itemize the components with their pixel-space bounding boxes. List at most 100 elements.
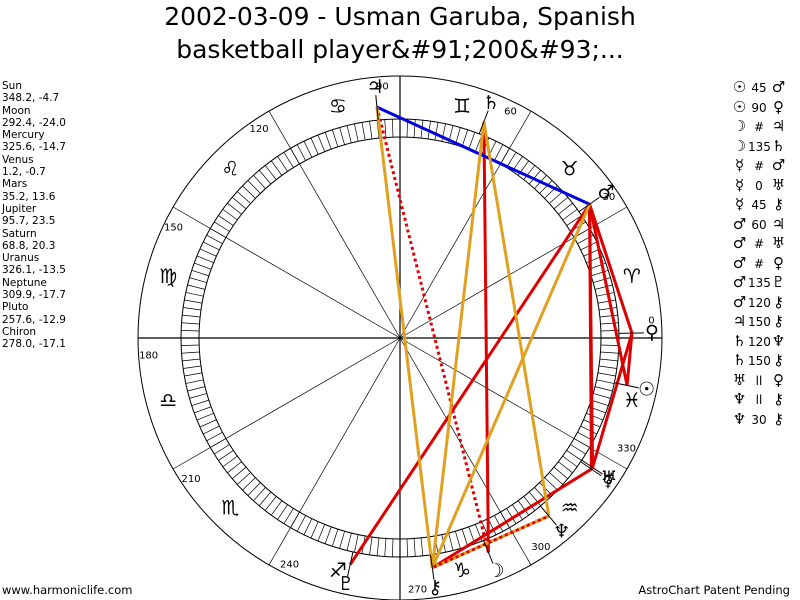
aspect-planet-glyph: ♆ xyxy=(771,331,786,350)
aspect-planet-glyph: ☿ xyxy=(734,195,745,213)
planet-coords: 95.7, 23.5 xyxy=(2,215,56,228)
planet-glyph-sun: ☉ xyxy=(638,379,655,401)
degree-label: 300 xyxy=(531,542,550,553)
degree-tick xyxy=(185,292,204,297)
degree-label: 0 xyxy=(648,315,654,326)
planet-marker xyxy=(482,540,494,564)
aspect-planet-glyph: ☽ xyxy=(732,117,747,135)
degree-tick xyxy=(187,284,206,290)
aspect-symbol: 150 xyxy=(748,354,771,368)
degree-tick xyxy=(468,132,476,150)
degree-tick xyxy=(354,123,359,142)
aspect-planet-glyph: ⚷ xyxy=(773,351,784,369)
aspect-planet-glyph: ♆ xyxy=(732,390,747,408)
aspect-line xyxy=(430,121,486,568)
aspect-planet-glyph: ♅ xyxy=(771,234,786,252)
degree-tick xyxy=(494,515,504,532)
degree-tick xyxy=(528,491,542,506)
aspect-planet-glyph: ♃ xyxy=(771,117,786,135)
aspect-line xyxy=(431,467,593,570)
chart-title-line1: 2002-03-09 - Usman Garuba, Spanish xyxy=(164,2,636,31)
planet-marker xyxy=(540,505,557,526)
aspect-planet-glyph: ♅ xyxy=(732,370,747,389)
degree-tick xyxy=(310,137,319,155)
aspect-row: ♂ # ♅ xyxy=(731,234,787,254)
sign-glyph-gemini: ♊ xyxy=(453,94,471,118)
degree-tick xyxy=(277,504,288,520)
sign-glyph-leo: ♌ xyxy=(221,156,239,180)
aspect-planet-glyph: ☿ xyxy=(734,156,745,174)
aspect-planet-glyph: ☽ xyxy=(732,136,747,155)
planet-name: Sun xyxy=(2,80,22,92)
degree-tick xyxy=(270,160,283,176)
aspect-line xyxy=(430,203,591,569)
aspect-symbol: # xyxy=(753,159,765,173)
degree-tick xyxy=(206,234,223,244)
planet-glyph-mars: ♂ xyxy=(597,182,614,204)
degree-tick xyxy=(594,284,613,290)
sign-glyph-capricorn: ♑ xyxy=(453,558,471,582)
aspect-planet-glyph: ♇ xyxy=(771,273,786,291)
degree-tick xyxy=(303,141,313,158)
aspect-planet-glyph: ♀ xyxy=(773,370,784,389)
planet-name: Moon xyxy=(2,104,31,117)
sign-glyph-cancer: ♋ xyxy=(329,94,347,118)
planet-name: Mars xyxy=(2,178,28,191)
degree-tick xyxy=(413,119,416,138)
degree-tick xyxy=(420,537,424,556)
degree-tick xyxy=(182,314,201,318)
aspect-planet-glyph: ♄ xyxy=(771,136,786,155)
aspect-row: ☉ 45 ♂ xyxy=(731,78,787,98)
degree-tick xyxy=(187,386,206,392)
degree-label: 210 xyxy=(182,474,201,485)
aspect-row: ☿ 0 ♅ xyxy=(731,176,787,196)
degree-tick xyxy=(283,152,294,168)
aspect-symbol: 150 xyxy=(748,315,771,329)
planet-marker xyxy=(347,551,354,577)
degree-tick xyxy=(586,412,604,421)
degree-tick xyxy=(196,255,214,264)
house-spoke xyxy=(399,337,532,566)
degree-label: 90 xyxy=(376,82,389,93)
degree-tick xyxy=(599,314,618,318)
degree-tick xyxy=(339,127,345,145)
aspect-row: ♆ ll ⚷ xyxy=(731,390,787,410)
aspect-planet-glyph: ♀ xyxy=(773,97,784,116)
degree-tick xyxy=(218,450,234,461)
planet-name: Pluto xyxy=(2,301,29,314)
degree-tick xyxy=(253,487,266,501)
degree-tick xyxy=(461,529,469,547)
planet-coords: 68.8, 20.3 xyxy=(2,239,56,252)
degree-label: 120 xyxy=(250,124,269,135)
degree-tick xyxy=(206,432,223,442)
degree-tick xyxy=(247,482,261,496)
degree-tick xyxy=(199,419,217,428)
sign-glyph-libra: ♎ xyxy=(159,388,177,412)
house-spoke xyxy=(399,110,532,339)
planet-coords: 309.9, -17.7 xyxy=(2,289,66,302)
degree-tick xyxy=(184,299,203,304)
degree-tick xyxy=(232,196,247,210)
aspect-line xyxy=(588,204,595,468)
aspect-row: ☽ # ♃ xyxy=(731,117,787,137)
sign-glyph-virgo: ♍ xyxy=(159,264,177,288)
aspect-planet-glyph: ♄ xyxy=(732,331,747,350)
degree-tick xyxy=(191,269,209,277)
aspect-planet-glyph: ♂ xyxy=(732,292,747,311)
degree-tick xyxy=(597,299,616,304)
aspect-planet-glyph: ♂ xyxy=(732,234,747,252)
house-spoke xyxy=(268,337,401,566)
degree-tick xyxy=(296,515,306,532)
aspect-row: ☿ # ♂ xyxy=(731,156,787,176)
planet-name: Jupiter xyxy=(2,202,37,215)
degree-tick xyxy=(222,455,238,468)
degree-tick xyxy=(598,307,617,311)
sign-glyph-aquarius: ♒ xyxy=(561,496,579,520)
planet-glyph-pluto: ♇ xyxy=(337,573,354,595)
aspect-symbol: # xyxy=(753,120,765,134)
aspect-row: ♂ 120 ⚷ xyxy=(731,293,787,313)
degree-tick xyxy=(346,532,352,551)
degree-tick xyxy=(598,365,617,369)
degree-tick xyxy=(182,358,201,362)
degree-tick xyxy=(214,444,230,455)
